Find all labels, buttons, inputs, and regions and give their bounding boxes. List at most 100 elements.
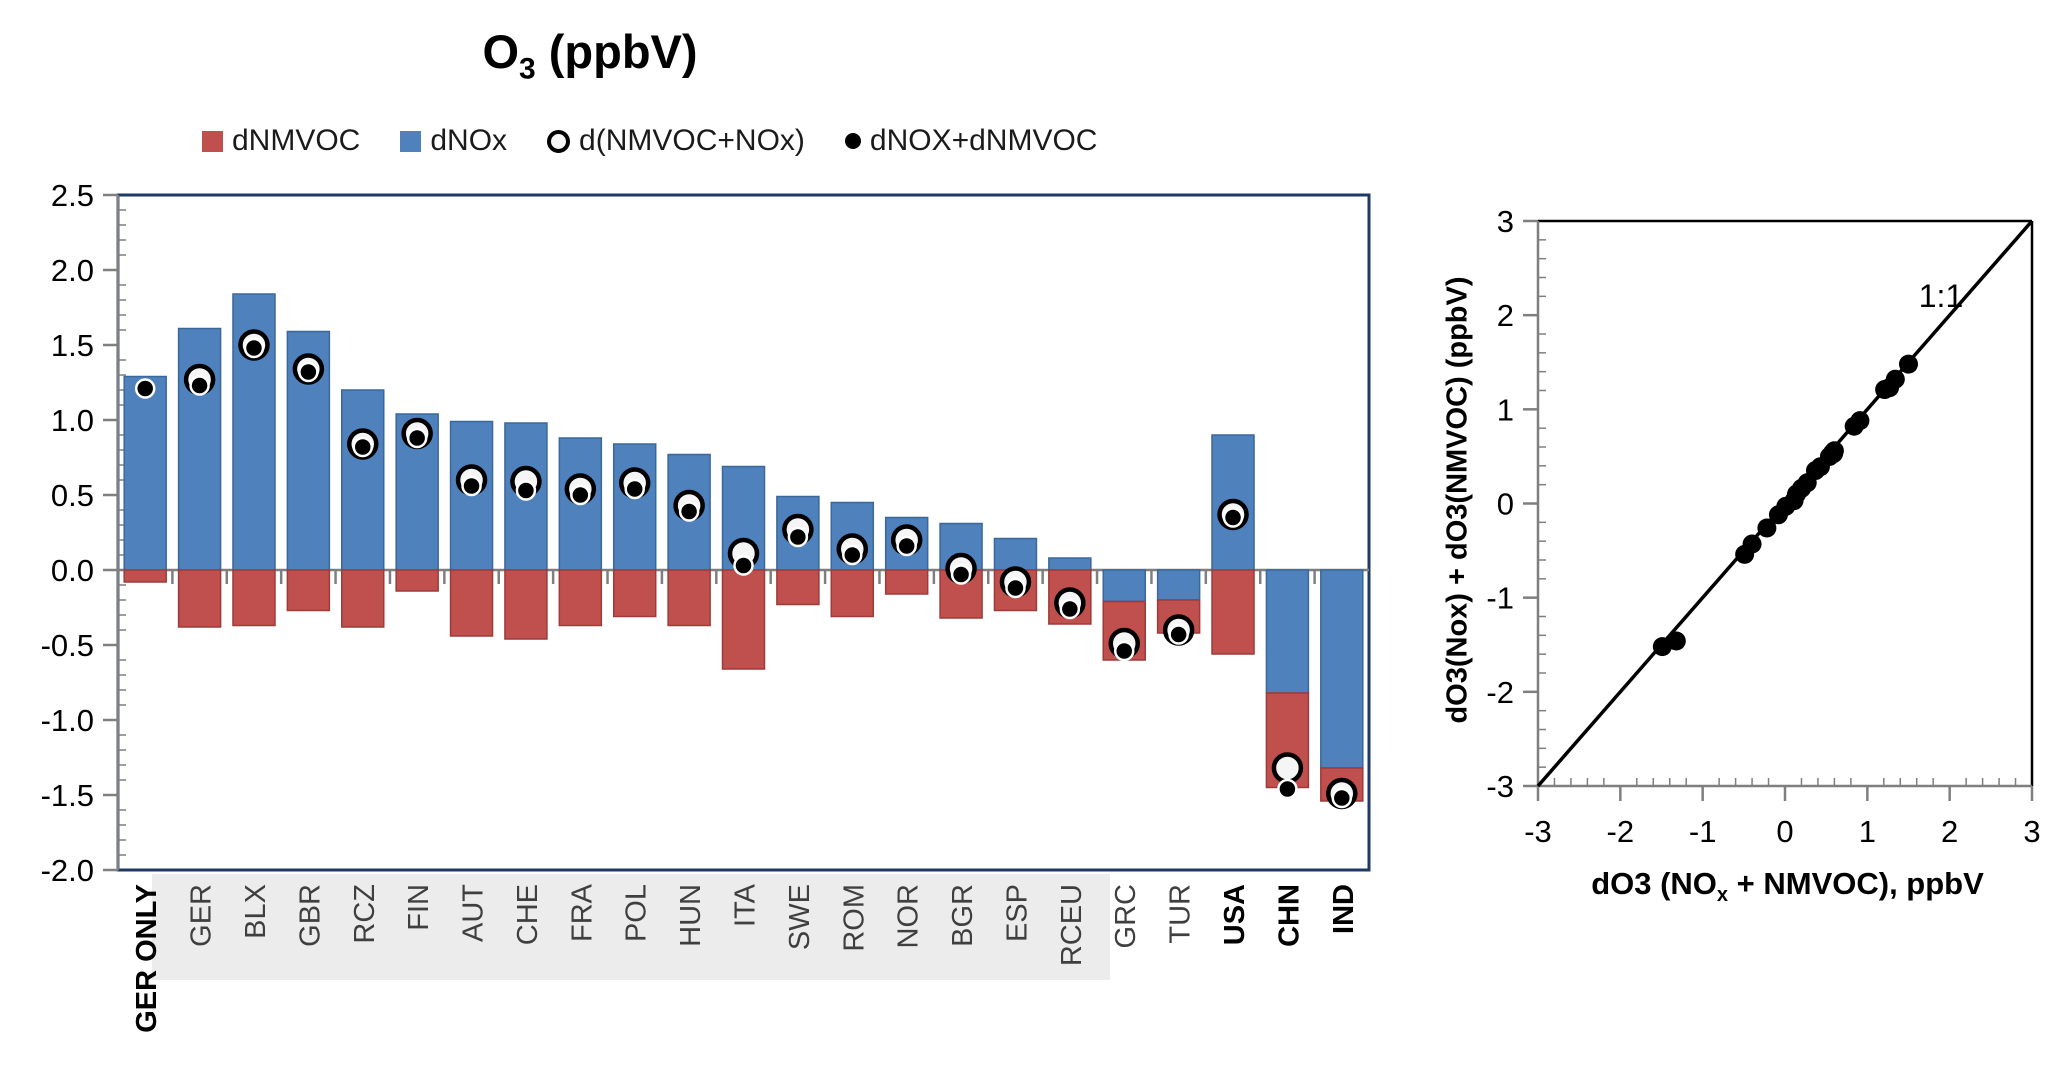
category-label: SWE — [784, 884, 816, 950]
filled-circle-marker — [298, 361, 319, 383]
category-label: RCEU — [1056, 884, 1088, 966]
scatter-point — [1850, 411, 1870, 431]
scatter-point — [1742, 534, 1762, 554]
y-tick-label: -1 — [1486, 581, 1514, 616]
filled-circle-marker — [678, 501, 700, 522]
y-tick-label: -0.5 — [41, 628, 94, 663]
bar-dnox-segment — [612, 443, 657, 571]
filled-circle-marker — [1059, 598, 1081, 620]
scatter-point — [1768, 505, 1788, 525]
bar-dnox-segment — [1102, 569, 1146, 603]
filled-circle-marker — [1277, 778, 1298, 800]
open-circle-marker — [1271, 752, 1304, 784]
chart-title: O3 (ppbV) — [350, 24, 830, 86]
filled-circle-marker — [1113, 640, 1135, 662]
scatter-y-axis-title: dO3(Nox) + dO3(NMVOC) (ppbV) — [1441, 276, 1474, 724]
chart-title-base: O — [482, 25, 520, 78]
category-label: BGR — [947, 884, 979, 947]
filled-circle-marker — [134, 378, 156, 399]
category-label: IND — [1328, 884, 1360, 934]
x-tick-label: -1 — [1689, 814, 1717, 849]
red-square-icon — [202, 130, 223, 152]
chart-title-subscript: 3 — [519, 52, 536, 86]
filled-circle-marker — [733, 555, 754, 576]
category-label: RCZ — [349, 884, 381, 944]
bar-dnmvoc-segment — [830, 569, 875, 618]
filled-circle-marker — [352, 436, 374, 458]
bar-dnmvoc-segment — [177, 569, 222, 628]
bar-dnox-segment — [993, 537, 1038, 571]
filled-circle-marker — [189, 375, 210, 396]
legend-item-sum: dNOX+dNMVOC — [844, 124, 1098, 158]
scatter-point — [1791, 478, 1811, 498]
category-label: AUT — [458, 884, 490, 942]
bar-dnmvoc-segment — [612, 569, 657, 618]
y-tick-label: -3 — [1486, 769, 1514, 804]
open-circle-icon — [547, 129, 571, 153]
y-tick-label: -1.0 — [41, 703, 94, 738]
x-tick-label: -2 — [1607, 814, 1635, 849]
bar-dnox-segment — [1048, 557, 1092, 571]
bar-dnmvoc-segment — [395, 569, 439, 592]
bar-dnmvoc-segment — [504, 569, 548, 640]
bar-dnmvoc-segment — [286, 569, 331, 612]
xlabel-rest: + NMVOC), ppbV — [1728, 866, 1984, 901]
filled-circle-marker — [570, 484, 591, 506]
filled-circle-marker — [461, 475, 482, 497]
x-tick-label: 2 — [1941, 814, 1958, 849]
y-tick-label: 0 — [1497, 487, 1514, 522]
filled-circle-marker — [1222, 507, 1244, 528]
y-tick-label: -1.5 — [41, 778, 94, 813]
y-tick-label: -2 — [1486, 675, 1514, 710]
y-tick-label: 0.5 — [51, 478, 94, 513]
legend-label: d(NMVOC+NOx) — [579, 124, 805, 157]
bar-dnox-segment — [1156, 569, 1201, 601]
scatter-x-axis-title: dO3 (NOx + NMVOC), ppbV — [1540, 866, 2035, 907]
category-label: ESP — [1001, 884, 1033, 942]
legend-item-dnmvoc: dNMVOC — [202, 124, 360, 158]
y-tick-label: 2.0 — [51, 253, 94, 288]
x-tick-label: 0 — [1776, 814, 1793, 849]
y-tick-label: 2.5 — [51, 178, 94, 213]
bar-dnox-segment — [341, 389, 385, 571]
filled-circle-marker — [950, 564, 972, 585]
category-label: FIN — [403, 884, 435, 931]
filled-circle-icon — [844, 133, 861, 149]
bar-dnmvoc-segment — [721, 569, 766, 670]
category-label: CHN — [1273, 884, 1305, 947]
xlabel-base: dO3 (NO — [1591, 866, 1717, 901]
bar-dnmvoc-segment — [884, 569, 929, 595]
legend-item-combined: d(NMVOC+NOx) — [547, 124, 805, 158]
x-tick-label: -3 — [1524, 814, 1552, 849]
filled-circle-marker — [842, 544, 863, 566]
category-label: GBR — [294, 884, 326, 947]
bar-dnox-segment — [1265, 569, 1310, 694]
xlabel-subscript: x — [1716, 884, 1729, 907]
bar-dnmvoc-segment — [341, 569, 385, 628]
category-label: CHE — [512, 884, 544, 945]
filled-circle-marker — [1331, 787, 1353, 809]
y-tick-label: 1.5 — [51, 328, 94, 363]
scatter-point — [1899, 354, 1918, 374]
category-label: GRC — [1110, 884, 1142, 948]
bar-dnox-segment — [558, 437, 603, 571]
bar-dnmvoc-segment — [449, 569, 494, 637]
category-label: BLX — [240, 884, 272, 939]
y-tick-label: 0.0 — [51, 553, 94, 588]
legend-label: dNOX+dNMVOC — [869, 124, 1098, 157]
blue-square-icon — [400, 130, 422, 152]
category-label: NOR — [893, 884, 925, 948]
filled-circle-marker — [243, 337, 265, 359]
category-label: TUR — [1165, 884, 1197, 944]
category-label: USA — [1219, 884, 1251, 945]
legend-label: dNOx — [430, 124, 508, 157]
y-tick-label: 1.0 — [51, 403, 94, 438]
category-label: ROM — [838, 884, 870, 952]
y-tick-label: -2.0 — [41, 853, 94, 888]
legend: dNMVOC dNOx d(NMVOC+NOx) dNOX+dNMVOC — [202, 124, 1097, 158]
legend-item-dnox: dNOx — [400, 124, 507, 158]
filled-circle-marker — [406, 427, 428, 449]
bar-dnmvoc-segment — [776, 569, 820, 606]
filled-circle-marker — [515, 480, 537, 501]
